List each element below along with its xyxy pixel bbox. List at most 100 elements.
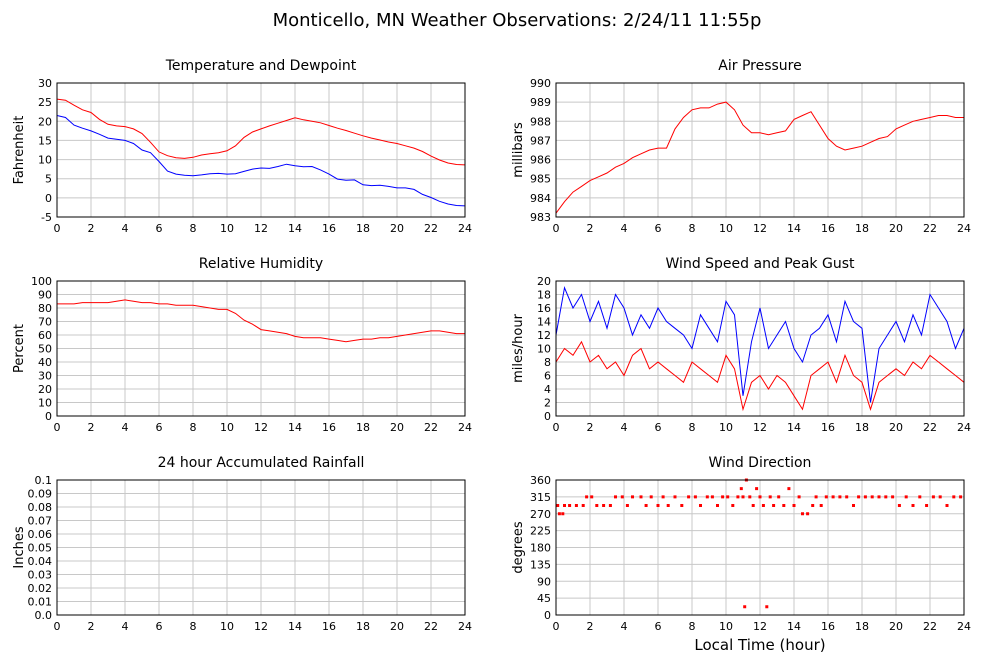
x-tick-label: 14 [288,222,302,235]
data-point [673,495,677,499]
data-point [741,495,745,499]
x-tick-label: 0 [553,421,560,434]
y-tick-label: 30 [38,77,52,90]
x-tick-label: 24 [957,620,971,633]
y-tick-label: 90 [38,289,52,302]
y-axis-label: Percent [12,324,27,373]
x-tick-label: 8 [689,620,696,633]
data-point [748,495,752,499]
x-tick-label: 0 [54,620,61,633]
y-tick-label: 45 [537,592,551,605]
x-tick-label: 22 [424,421,438,434]
x-tick-label: 16 [322,421,336,434]
data-point [911,504,915,507]
data-point [614,495,617,499]
data-point [602,504,606,507]
y-tick-label: 10 [38,397,52,410]
y-tick-label: 360 [530,474,551,487]
data-point [581,504,585,507]
y-tick-label: 0.07 [28,515,53,528]
x-tick-label: 0 [553,620,560,633]
y-tick-label: 0.09 [28,488,53,501]
y-tick-label: 0.03 [28,569,53,582]
data-point [904,495,908,499]
x-tick-label: 16 [322,222,336,235]
x-tick-label: 14 [787,222,801,235]
data-point [644,504,648,507]
x-tick-label: 14 [787,620,801,633]
x-tick-label: 8 [689,222,696,235]
x-tick-label: 12 [254,620,268,633]
data-point [721,495,725,499]
data-point [801,512,804,516]
data-point [897,504,901,507]
y-tick-label: 90 [537,575,551,588]
y-tick-label: 0 [544,410,551,423]
panel-air-pressure: 0 2 4 6 8 10 12 14 16 18 20 22 249839849859869879889… [511,58,971,235]
x-tick-label: 4 [621,421,628,434]
x-tick-label: 8 [190,222,197,235]
y-tick-label: 225 [530,525,551,538]
x-tick-label: 8 [190,620,197,633]
y-tick-label: 60 [38,329,52,342]
data-point [656,504,660,507]
y-tick-label: 0 [544,609,551,622]
data-point [595,504,599,507]
data-point [585,495,589,499]
plot-frame [555,82,965,218]
data-point [608,504,612,507]
x-tick-label: 20 [390,620,404,633]
data-point [557,512,561,516]
data-point [884,495,888,499]
data-point [661,495,665,499]
data-point [716,504,719,507]
x-tick-label: 16 [821,222,835,235]
data-point [870,495,874,499]
x-tick-label: 4 [122,620,129,633]
plot-frame [56,82,466,218]
x-tick-label: 2 [88,620,95,633]
x-tick-label: 10 [220,620,234,633]
x-tick-label: 12 [753,222,767,235]
y-tick-label: 10 [38,154,52,167]
y-tick-label: 20 [537,275,551,288]
plot-frame [555,280,965,417]
x-tick-label: 4 [621,222,628,235]
plot-frame [555,479,965,616]
x-tick-label: 14 [288,421,302,434]
series-line-1 [555,286,965,403]
data-point [755,487,759,491]
x-tick-label: 2 [587,421,594,434]
plot-frame [56,479,466,616]
y-tick-label: 2 [544,397,551,410]
data-point [831,495,835,499]
x-tick-label: 10 [719,421,733,434]
x-tick-label: 18 [356,421,370,434]
y-tick-label: 16 [537,302,551,315]
data-point [568,504,572,507]
data-point [666,504,670,507]
x-tick-label: 10 [719,620,733,633]
data-point [705,495,709,499]
x-tick-label: 4 [621,620,628,633]
y-tick-label: 50 [38,343,52,356]
y-tick-label: 6 [544,370,551,383]
x-tick-label: 18 [855,222,869,235]
data-point [561,512,565,516]
x-tick-label: 18 [356,222,370,235]
data-point [925,504,929,507]
series-line-1 [555,101,964,214]
data-point [751,504,755,507]
x-tick-label: 22 [923,421,937,434]
data-point [574,504,578,507]
x-tick-label: 8 [190,421,197,434]
data-point [680,504,684,507]
chart-title: Temperature and Dewpoint [165,58,357,74]
data-point [699,504,702,507]
y-axis-label: Inches [12,526,27,568]
y-tick-label: 0.05 [28,542,53,555]
y-tick-label: 30 [38,370,52,383]
y-tick-label: 988 [530,115,551,128]
y-tick-label: 986 [530,154,551,167]
data-point [777,495,781,499]
